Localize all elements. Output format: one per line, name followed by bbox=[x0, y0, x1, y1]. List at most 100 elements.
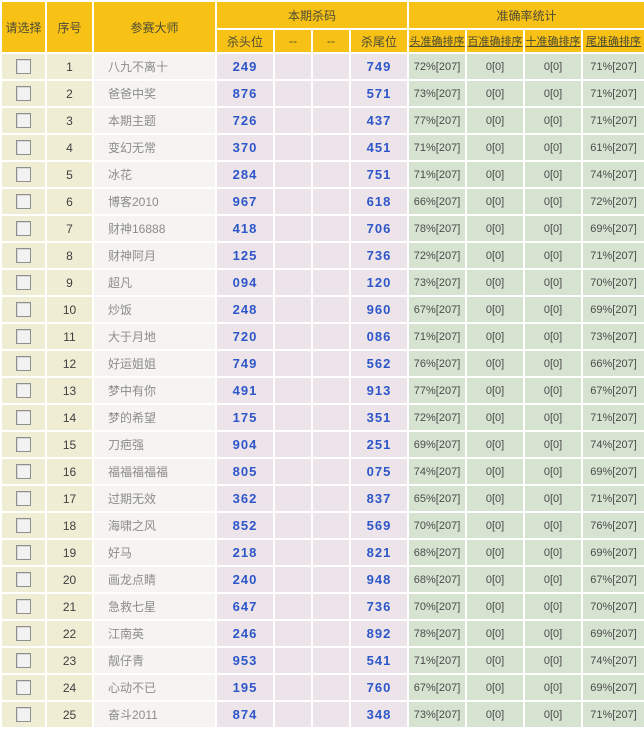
sort-link-acc-head[interactable]: 头准确排序 bbox=[407, 28, 468, 54]
dash-value-1 bbox=[273, 214, 313, 243]
sort-link-acc-ten[interactable]: 十准确排序 bbox=[523, 28, 584, 54]
select-cell bbox=[0, 79, 47, 108]
row-checkbox[interactable] bbox=[16, 139, 31, 155]
acc-tail-value: 71%[207] bbox=[581, 403, 644, 432]
row-checkbox[interactable] bbox=[16, 220, 31, 236]
table-row: 23 靓仔青 953 541 71%[207] 0[0] 0[0] 74%[20… bbox=[0, 646, 644, 675]
row-checkbox[interactable] bbox=[16, 679, 31, 695]
row-index: 2 bbox=[45, 79, 94, 108]
dash-value-1 bbox=[273, 241, 313, 270]
acc-hundred-value: 0[0] bbox=[465, 214, 526, 243]
row-checkbox[interactable] bbox=[16, 112, 31, 128]
acc-ten-value: 0[0] bbox=[523, 268, 584, 297]
row-checkbox[interactable] bbox=[16, 166, 31, 182]
kill-head-value: 953 bbox=[215, 646, 275, 675]
kill-tail-value: 541 bbox=[348, 646, 410, 675]
row-checkbox[interactable] bbox=[16, 274, 31, 290]
dash-value-1 bbox=[273, 403, 313, 432]
kill-head-value: 852 bbox=[215, 511, 275, 540]
row-checkbox[interactable] bbox=[16, 409, 31, 425]
acc-ten-value: 0[0] bbox=[523, 133, 584, 162]
row-checkbox[interactable] bbox=[16, 490, 31, 506]
acc-hundred-value: 0[0] bbox=[465, 592, 526, 621]
kill-head-value: 904 bbox=[215, 430, 275, 459]
kill-tail-value: 120 bbox=[348, 268, 410, 297]
master-name: 大于月地 bbox=[92, 322, 217, 351]
table-row: 19 好马 218 821 68%[207] 0[0] 0[0] 69%[207… bbox=[0, 538, 644, 567]
table-row: 17 过期无效 362 837 65%[207] 0[0] 0[0] 71%[2… bbox=[0, 484, 644, 513]
dash-value-2 bbox=[311, 133, 351, 162]
acc-ten-value: 0[0] bbox=[523, 484, 584, 513]
acc-ten-value: 0[0] bbox=[523, 376, 584, 405]
dash-value-2 bbox=[311, 646, 351, 675]
select-cell bbox=[0, 592, 47, 621]
dash-value-1 bbox=[273, 376, 313, 405]
kill-head-value: 876 bbox=[215, 79, 275, 108]
acc-head-value: 73%[207] bbox=[407, 79, 468, 108]
dash-value-2 bbox=[311, 430, 351, 459]
row-index: 23 bbox=[45, 646, 94, 675]
sort-link-acc-hundred[interactable]: 百准确排序 bbox=[465, 28, 526, 54]
row-checkbox[interactable] bbox=[16, 706, 31, 722]
acc-tail-value: 71%[207] bbox=[581, 241, 644, 270]
row-checkbox[interactable] bbox=[16, 652, 31, 668]
dash-value-2 bbox=[311, 79, 351, 108]
row-checkbox[interactable] bbox=[16, 193, 31, 209]
row-index: 24 bbox=[45, 673, 94, 702]
acc-tail-value: 71%[207] bbox=[581, 106, 644, 135]
dash-value-2 bbox=[311, 619, 351, 648]
table-row: 2 爸爸中奖 876 571 73%[207] 0[0] 0[0] 71%[20… bbox=[0, 79, 644, 108]
dash-value-2 bbox=[311, 376, 351, 405]
table-body: 1 八九不离十 249 749 72%[207] 0[0] 0[0] 71%[2… bbox=[0, 52, 644, 729]
acc-head-value: 72%[207] bbox=[407, 241, 468, 270]
dash-value-1 bbox=[273, 349, 313, 378]
row-checkbox[interactable] bbox=[16, 598, 31, 614]
row-checkbox[interactable] bbox=[16, 58, 31, 74]
master-name: 好马 bbox=[92, 538, 217, 567]
row-checkbox[interactable] bbox=[16, 571, 31, 587]
row-checkbox[interactable] bbox=[16, 301, 31, 317]
row-checkbox[interactable] bbox=[16, 544, 31, 560]
row-checkbox[interactable] bbox=[16, 625, 31, 641]
acc-hundred-value: 0[0] bbox=[465, 322, 526, 351]
kill-tail-value: 706 bbox=[348, 214, 410, 243]
row-index: 17 bbox=[45, 484, 94, 513]
acc-ten-value: 0[0] bbox=[523, 673, 584, 702]
kill-tail-value: 821 bbox=[348, 538, 410, 567]
sort-link-acc-tail[interactable]: 尾准确排序 bbox=[581, 28, 644, 54]
select-cell bbox=[0, 376, 47, 405]
select-cell bbox=[0, 52, 47, 81]
row-index: 9 bbox=[45, 268, 94, 297]
dash-value-2 bbox=[311, 160, 351, 189]
acc-tail-value: 69%[207] bbox=[581, 457, 644, 486]
select-cell bbox=[0, 349, 47, 378]
acc-ten-value: 0[0] bbox=[523, 295, 584, 324]
row-checkbox[interactable] bbox=[16, 463, 31, 479]
row-checkbox[interactable] bbox=[16, 382, 31, 398]
acc-hundred-value: 0[0] bbox=[465, 619, 526, 648]
row-checkbox[interactable] bbox=[16, 355, 31, 371]
acc-tail-value: 69%[207] bbox=[581, 295, 644, 324]
master-name: 爸爸中奖 bbox=[92, 79, 217, 108]
acc-tail-value: 71%[207] bbox=[581, 79, 644, 108]
master-name: 超凡 bbox=[92, 268, 217, 297]
row-index: 16 bbox=[45, 457, 94, 486]
acc-tail-value: 70%[207] bbox=[581, 592, 644, 621]
acc-hundred-value: 0[0] bbox=[465, 241, 526, 270]
row-index: 1 bbox=[45, 52, 94, 81]
dash-value-1 bbox=[273, 106, 313, 135]
acc-hundred-value: 0[0] bbox=[465, 376, 526, 405]
dash-value-2 bbox=[311, 241, 351, 270]
master-name: 福福福福福 bbox=[92, 457, 217, 486]
dash-value-1 bbox=[273, 538, 313, 567]
row-checkbox[interactable] bbox=[16, 517, 31, 533]
row-checkbox[interactable] bbox=[16, 85, 31, 101]
row-checkbox[interactable] bbox=[16, 328, 31, 344]
acc-head-value: 77%[207] bbox=[407, 376, 468, 405]
dash-value-1 bbox=[273, 457, 313, 486]
master-name: 急救七星 bbox=[92, 592, 217, 621]
row-checkbox[interactable] bbox=[16, 436, 31, 452]
acc-ten-value: 0[0] bbox=[523, 511, 584, 540]
acc-ten-value: 0[0] bbox=[523, 700, 584, 729]
row-checkbox[interactable] bbox=[16, 247, 31, 263]
